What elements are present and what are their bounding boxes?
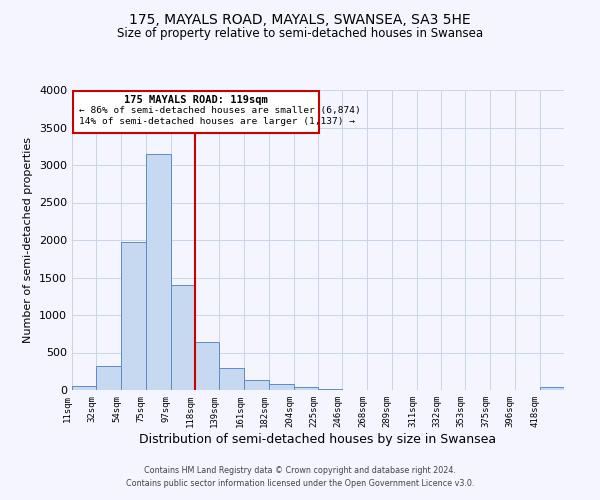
Text: Contains HM Land Registry data © Crown copyright and database right 2024.
Contai: Contains HM Land Registry data © Crown c… [126,466,474,487]
Text: 175, MAYALS ROAD, MAYALS, SWANSEA, SA3 5HE: 175, MAYALS ROAD, MAYALS, SWANSEA, SA3 5… [129,12,471,26]
Bar [72,386,96,390]
Text: 14% of semi-detached houses are larger (1,137) →: 14% of semi-detached houses are larger (… [79,116,355,126]
Bar [96,366,121,390]
X-axis label: Distribution of semi-detached houses by size in Swansea: Distribution of semi-detached houses by … [139,432,497,446]
Bar [219,368,244,390]
Bar [195,342,219,390]
Bar [318,389,342,390]
Bar [294,388,318,390]
Bar [244,380,269,390]
Text: Size of property relative to semi-detached houses in Swansea: Size of property relative to semi-detach… [117,28,483,40]
Text: 175 MAYALS ROAD: 119sqm: 175 MAYALS ROAD: 119sqm [124,95,268,105]
Y-axis label: Number of semi-detached properties: Number of semi-detached properties [23,137,34,343]
Bar [171,285,195,390]
FancyBboxPatch shape [73,91,319,132]
Bar [269,384,294,390]
Bar [146,154,171,390]
Bar [540,388,564,390]
Bar [121,242,146,390]
Text: ← 86% of semi-detached houses are smaller (6,874): ← 86% of semi-detached houses are smalle… [79,106,361,115]
